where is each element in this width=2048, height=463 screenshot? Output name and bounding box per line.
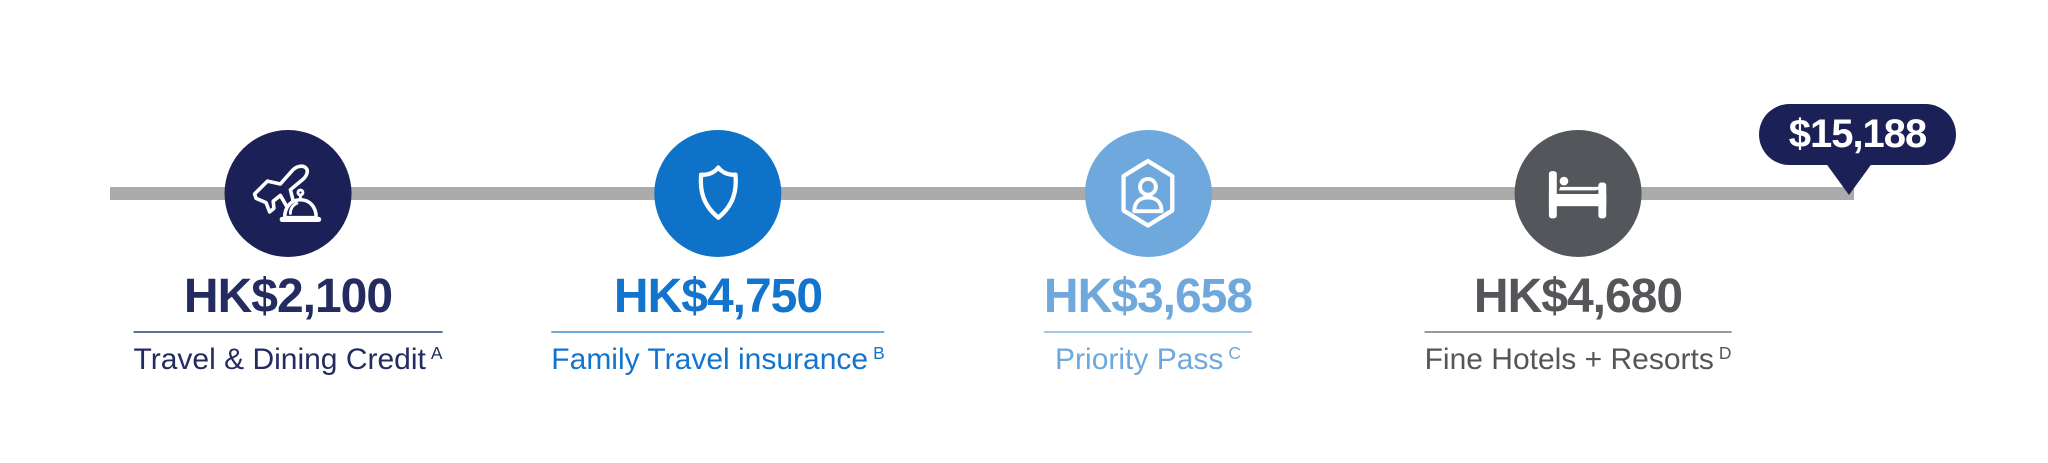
timeline-item-priority-pass: HK$3,658 Priority Pass C <box>1038 130 1258 378</box>
total-value-badge: $15,188 <box>1759 104 1956 195</box>
fine-hotels-icon-circle <box>1514 130 1642 257</box>
item-divider <box>1043 330 1253 333</box>
item-value: HK$4,680 <box>1473 270 1683 323</box>
bed-icon <box>1549 170 1607 218</box>
footnote-marker: C <box>1228 343 1241 364</box>
item-value: HK$3,658 <box>1043 270 1253 323</box>
timeline-item-family-travel-insurance: HK$4,750 Family Travel insurance B <box>545 130 890 378</box>
timeline-item-travel-dining-credit: HK$2,100 Travel & Dining Credit A <box>128 130 449 378</box>
badge-pointer <box>1825 162 1873 195</box>
item-label: Fine Hotels + Resorts D <box>1424 342 1732 376</box>
timeline-item-fine-hotels-resorts: HK$4,680 Fine Hotels + Resorts D <box>1419 130 1738 378</box>
footnote-marker: A <box>430 343 443 364</box>
priority-pass-icon-circle <box>1084 130 1212 257</box>
item-value: HK$4,750 <box>613 270 823 323</box>
item-divider <box>551 330 885 333</box>
travel-insurance-icon-circle <box>654 130 782 257</box>
item-label: Family Travel insurance B <box>551 342 885 376</box>
item-label: Travel & Dining Credit A <box>133 342 443 376</box>
item-divider <box>133 330 443 333</box>
item-divider <box>1424 330 1732 333</box>
timeline-line <box>110 187 1854 200</box>
total-value-text: $15,188 <box>1788 112 1928 156</box>
footnote-marker: D <box>1718 343 1732 364</box>
travel-dining-icon-circle <box>224 130 352 257</box>
item-label: Priority Pass C <box>1055 342 1241 376</box>
shield-icon <box>698 164 738 220</box>
hexagon-person-icon <box>1121 158 1175 228</box>
plane-and-service-bell-icon <box>253 163 322 222</box>
item-value: HK$2,100 <box>183 270 393 323</box>
footnote-marker: B <box>873 343 885 364</box>
